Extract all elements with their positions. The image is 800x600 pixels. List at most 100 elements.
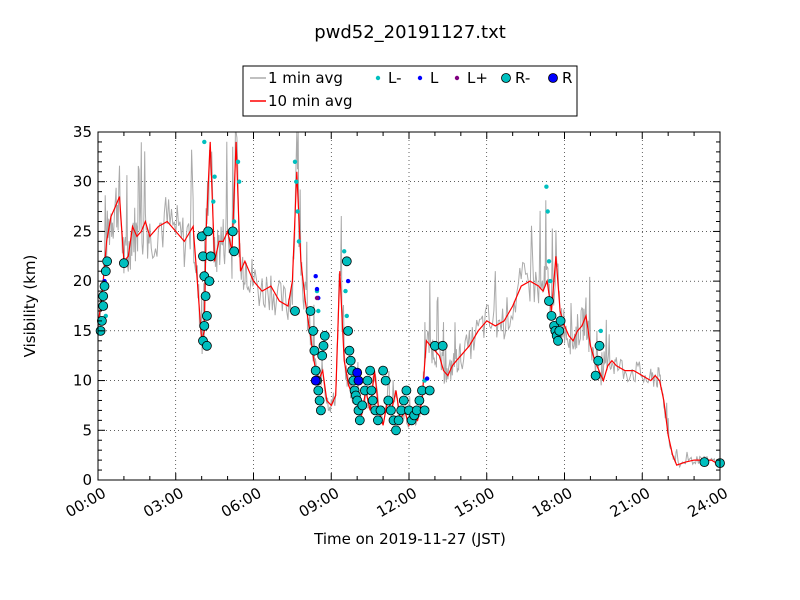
marker-r-minus — [345, 355, 356, 366]
marker-r-minus — [554, 325, 565, 336]
marker-r-minus — [357, 400, 368, 411]
legend-l-plus-swatch — [454, 75, 460, 81]
marker-r-minus — [354, 415, 365, 426]
legend-r--label: R- — [515, 69, 530, 87]
marker-r-minus — [227, 226, 238, 237]
marker-r-minus — [699, 457, 710, 468]
marker-r-minus — [372, 415, 383, 426]
marker-l-minus — [202, 139, 207, 145]
chart-title: pwd52_20191127.txt — [314, 22, 506, 43]
marker-r-minus — [229, 246, 240, 257]
markers — [95, 139, 725, 469]
marker-r-minus — [310, 365, 321, 376]
marker-r-minus — [205, 251, 216, 262]
marker-r — [353, 375, 364, 386]
marker-r-minus — [367, 395, 378, 406]
marker-r-minus — [308, 325, 319, 336]
marker-r-minus — [366, 385, 377, 396]
marker-r-minus — [385, 405, 396, 416]
marker-r — [310, 375, 321, 386]
marker-r-minus — [99, 281, 110, 292]
y-tick-label: 35 — [73, 123, 92, 141]
marker-l-minus — [295, 209, 300, 214]
marker-r-minus — [365, 365, 376, 376]
marker-r-minus — [290, 306, 300, 316]
y-tick-label: 25 — [73, 222, 92, 240]
marker-r-minus — [341, 256, 352, 267]
y-tick-label: 10 — [73, 372, 92, 390]
marker-r-minus — [199, 320, 210, 331]
marker-l-minus — [545, 209, 550, 214]
marker-l — [314, 286, 320, 292]
legend-l-swatch — [417, 75, 423, 81]
marker-r-minus — [414, 395, 425, 406]
marker-r-minus — [313, 385, 324, 396]
marker-l-minus — [237, 179, 242, 184]
marker-l-minus — [292, 159, 298, 164]
marker-r-minus — [203, 226, 214, 237]
marker-r-minus — [100, 266, 111, 277]
marker-r-minus — [305, 306, 316, 316]
marker-l-minus — [235, 159, 241, 164]
marker-r-minus — [362, 375, 373, 386]
marker-r-minus — [319, 330, 330, 341]
legend: 1 min avg 10 min avg L- L L+ R- R — [242, 65, 578, 117]
marker-l-minus — [294, 179, 299, 184]
marker-l — [313, 274, 318, 279]
marker-r-minus — [343, 325, 354, 336]
marker-r-minus — [344, 345, 355, 356]
marker-r-minus — [555, 315, 566, 326]
marker-r-minus — [391, 425, 401, 436]
marker-r-minus — [398, 395, 409, 406]
marker-r-minus — [378, 365, 389, 376]
marker-r-minus — [375, 405, 386, 416]
marker-r-minus — [318, 340, 329, 351]
marker-r-minus — [590, 370, 601, 381]
marker-r-minus — [201, 310, 212, 321]
marker-r-minus — [201, 340, 212, 351]
marker-r-minus — [119, 258, 129, 269]
legend-r-swatch — [548, 73, 558, 83]
marker-r-minus — [98, 301, 109, 311]
legend-r-label: R — [562, 69, 572, 87]
marker-l-minus — [211, 199, 216, 204]
marker-r-minus — [544, 296, 554, 306]
marker-l-minus — [296, 239, 302, 244]
y-tick-label: 0 — [82, 471, 92, 489]
x-axis-label: Time on 2019-11-27 (JST) — [313, 530, 506, 548]
marker-r-minus — [204, 276, 215, 287]
marker-l-minus — [546, 259, 552, 264]
marker-l — [424, 376, 430, 381]
marker-r-minus — [419, 405, 430, 416]
marker-l-minus — [316, 308, 321, 314]
marker-r-minus — [553, 335, 563, 346]
marker-r-minus — [546, 310, 557, 321]
marker-r-minus — [380, 375, 391, 386]
marker-r-minus — [437, 340, 448, 351]
marker-r-minus — [424, 385, 435, 396]
marker-l-minus — [344, 313, 349, 319]
y-tick-label: 30 — [73, 173, 92, 191]
marker-l-minus — [548, 278, 553, 284]
marker-r-minus — [98, 291, 109, 302]
marker-l-minus — [231, 219, 237, 224]
marker-r — [352, 367, 363, 378]
marker-l-minus — [342, 249, 347, 254]
marker-r-minus — [594, 340, 605, 351]
marker-r-minus — [401, 385, 412, 396]
legend-1-min-avg-label: 1 min avg — [268, 69, 343, 87]
marker-l-minus — [598, 328, 603, 334]
legend-r--swatch — [501, 73, 511, 83]
marker-r-minus — [196, 231, 207, 242]
legend-l-label: L — [430, 69, 439, 87]
marker-r-minus — [317, 350, 328, 361]
legend-l--label: L- — [388, 69, 402, 87]
marker-r-minus — [102, 256, 112, 267]
y-axis: 0 5 10 15 20 25 30 35 — [73, 123, 720, 489]
legend-box — [242, 65, 578, 117]
marker-r-minus — [315, 405, 326, 416]
marker-l-minus — [343, 288, 348, 294]
y-axis-label: Visibility (km) — [21, 255, 39, 358]
marker-r-minus — [393, 415, 404, 426]
